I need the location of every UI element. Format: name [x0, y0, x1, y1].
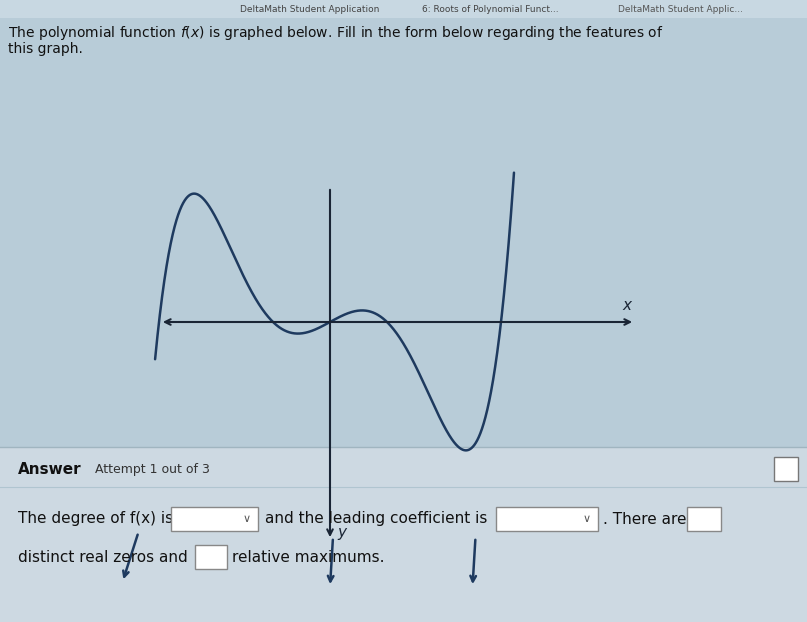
Text: Attempt 1 out of 3: Attempt 1 out of 3 — [95, 463, 210, 475]
Text: . There are: . There are — [603, 511, 687, 526]
Text: and the leading coefficient is: and the leading coefficient is — [265, 511, 487, 526]
Text: DeltaMath Student Applic...: DeltaMath Student Applic... — [617, 4, 742, 14]
Bar — [0, 0, 807, 18]
Bar — [0, 447, 807, 622]
Text: The polynomial function $f(x)$ is graphed below. Fill in the form below regardin: The polynomial function $f(x)$ is graphe… — [8, 24, 663, 42]
Text: this graph.: this graph. — [8, 42, 83, 56]
FancyBboxPatch shape — [171, 507, 258, 531]
Text: relative maximums.: relative maximums. — [232, 549, 384, 565]
Text: The degree of f(x) is: The degree of f(x) is — [18, 511, 174, 526]
Text: ∨: ∨ — [243, 514, 251, 524]
FancyBboxPatch shape — [195, 545, 227, 569]
FancyBboxPatch shape — [496, 507, 598, 531]
Text: Answer: Answer — [18, 462, 82, 476]
Text: x: x — [622, 299, 632, 313]
FancyBboxPatch shape — [687, 507, 721, 531]
Text: ∨: ∨ — [583, 514, 591, 524]
Text: DeltaMath Student Application: DeltaMath Student Application — [240, 4, 379, 14]
Text: y: y — [337, 524, 346, 539]
Text: distinct real zeros and: distinct real zeros and — [18, 549, 188, 565]
Text: 6: Roots of Polynomial Funct...: 6: Roots of Polynomial Funct... — [422, 4, 558, 14]
FancyBboxPatch shape — [774, 457, 798, 481]
